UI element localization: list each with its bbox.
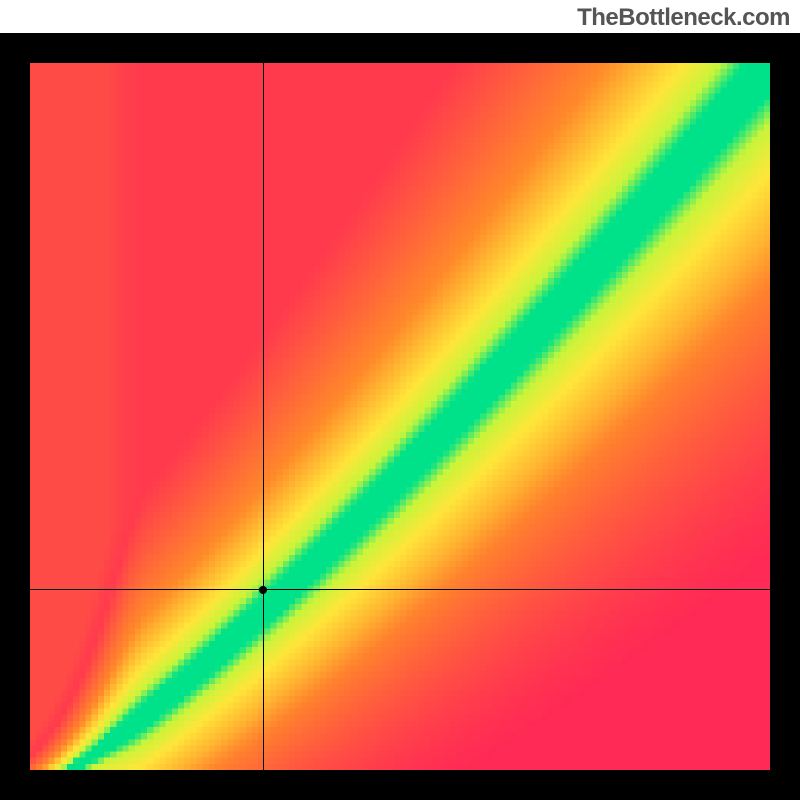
- figure-container: TheBottleneck.com: [0, 0, 800, 800]
- crosshair-vertical-line: [263, 63, 264, 770]
- watermark-text: TheBottleneck.com: [577, 4, 790, 32]
- crosshair-marker-dot: [259, 586, 267, 594]
- bottleneck-heatmap: [30, 63, 770, 770]
- crosshair-horizontal-line: [30, 589, 770, 590]
